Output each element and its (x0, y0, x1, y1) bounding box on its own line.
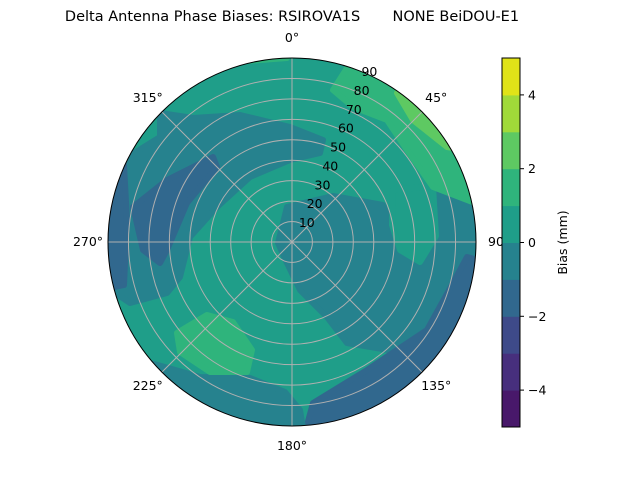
colorbar-tick-label: −2 (528, 309, 546, 324)
contour-region-level--2 (108, 157, 130, 293)
radial-tick-label: 50 (330, 140, 346, 155)
radial-tick-label: 80 (354, 83, 370, 98)
angular-gridline (291, 241, 423, 373)
colorbar-band (502, 390, 520, 428)
polar-grid (108, 58, 476, 426)
colorbar-tick-label: 4 (528, 87, 536, 102)
colorbar-band (502, 94, 520, 133)
angular-tick-label: 225° (133, 378, 163, 393)
angular-gridline (161, 241, 293, 373)
angular-gridline (161, 111, 293, 243)
colorbar-band (502, 316, 520, 354)
radial-tick-label: 40 (322, 158, 338, 173)
radial-tick-label: 60 (338, 121, 354, 136)
tick-labels: 0° 45° 90 135° 180° 225° 270° 315° 10 20 30 40 50 60 7… (73, 30, 504, 453)
colorbar-band (502, 205, 520, 243)
colorbar-band (502, 353, 520, 391)
colorbar: 4 2 0 −2 −4 Bias (mm) (501, 57, 570, 428)
colorbar-band (502, 168, 520, 207)
angular-tick-label: 45° (425, 90, 447, 105)
angular-tick-label: 90 (488, 234, 504, 249)
angular-tick-label: 180° (277, 438, 307, 453)
angular-tick-label: 135° (421, 378, 451, 393)
polar-frame (107, 57, 477, 427)
angular-tick-label: 0° (285, 30, 299, 45)
colorbar-band (502, 279, 520, 317)
radial-tick-label: 10 (299, 215, 315, 230)
colorbar-tick-label: 2 (528, 161, 536, 176)
contour-region-level--2 (130, 154, 220, 266)
colorbar-band (502, 242, 520, 280)
colorbar-tick-label: −4 (528, 383, 546, 398)
colorbar-label: Bias (mm) (555, 210, 570, 274)
radial-tick-label: 20 (307, 196, 323, 211)
colorbar-band (502, 131, 520, 170)
contour-region-level-1 (174, 312, 255, 375)
colorbar-band (502, 58, 520, 96)
angular-tick-label: 270° (73, 234, 103, 249)
chart-title: Delta Antenna Phase Biases: RSIROVA1S NO… (64, 9, 520, 25)
angular-gridline (291, 111, 423, 243)
colorbar-tick-label: 0 (528, 235, 536, 250)
radial-tick-label: 90 (361, 64, 377, 79)
radial-tick-label: 30 (315, 177, 331, 192)
angular-tick-label: 315° (133, 90, 163, 105)
radial-tick-label: 70 (346, 102, 362, 117)
